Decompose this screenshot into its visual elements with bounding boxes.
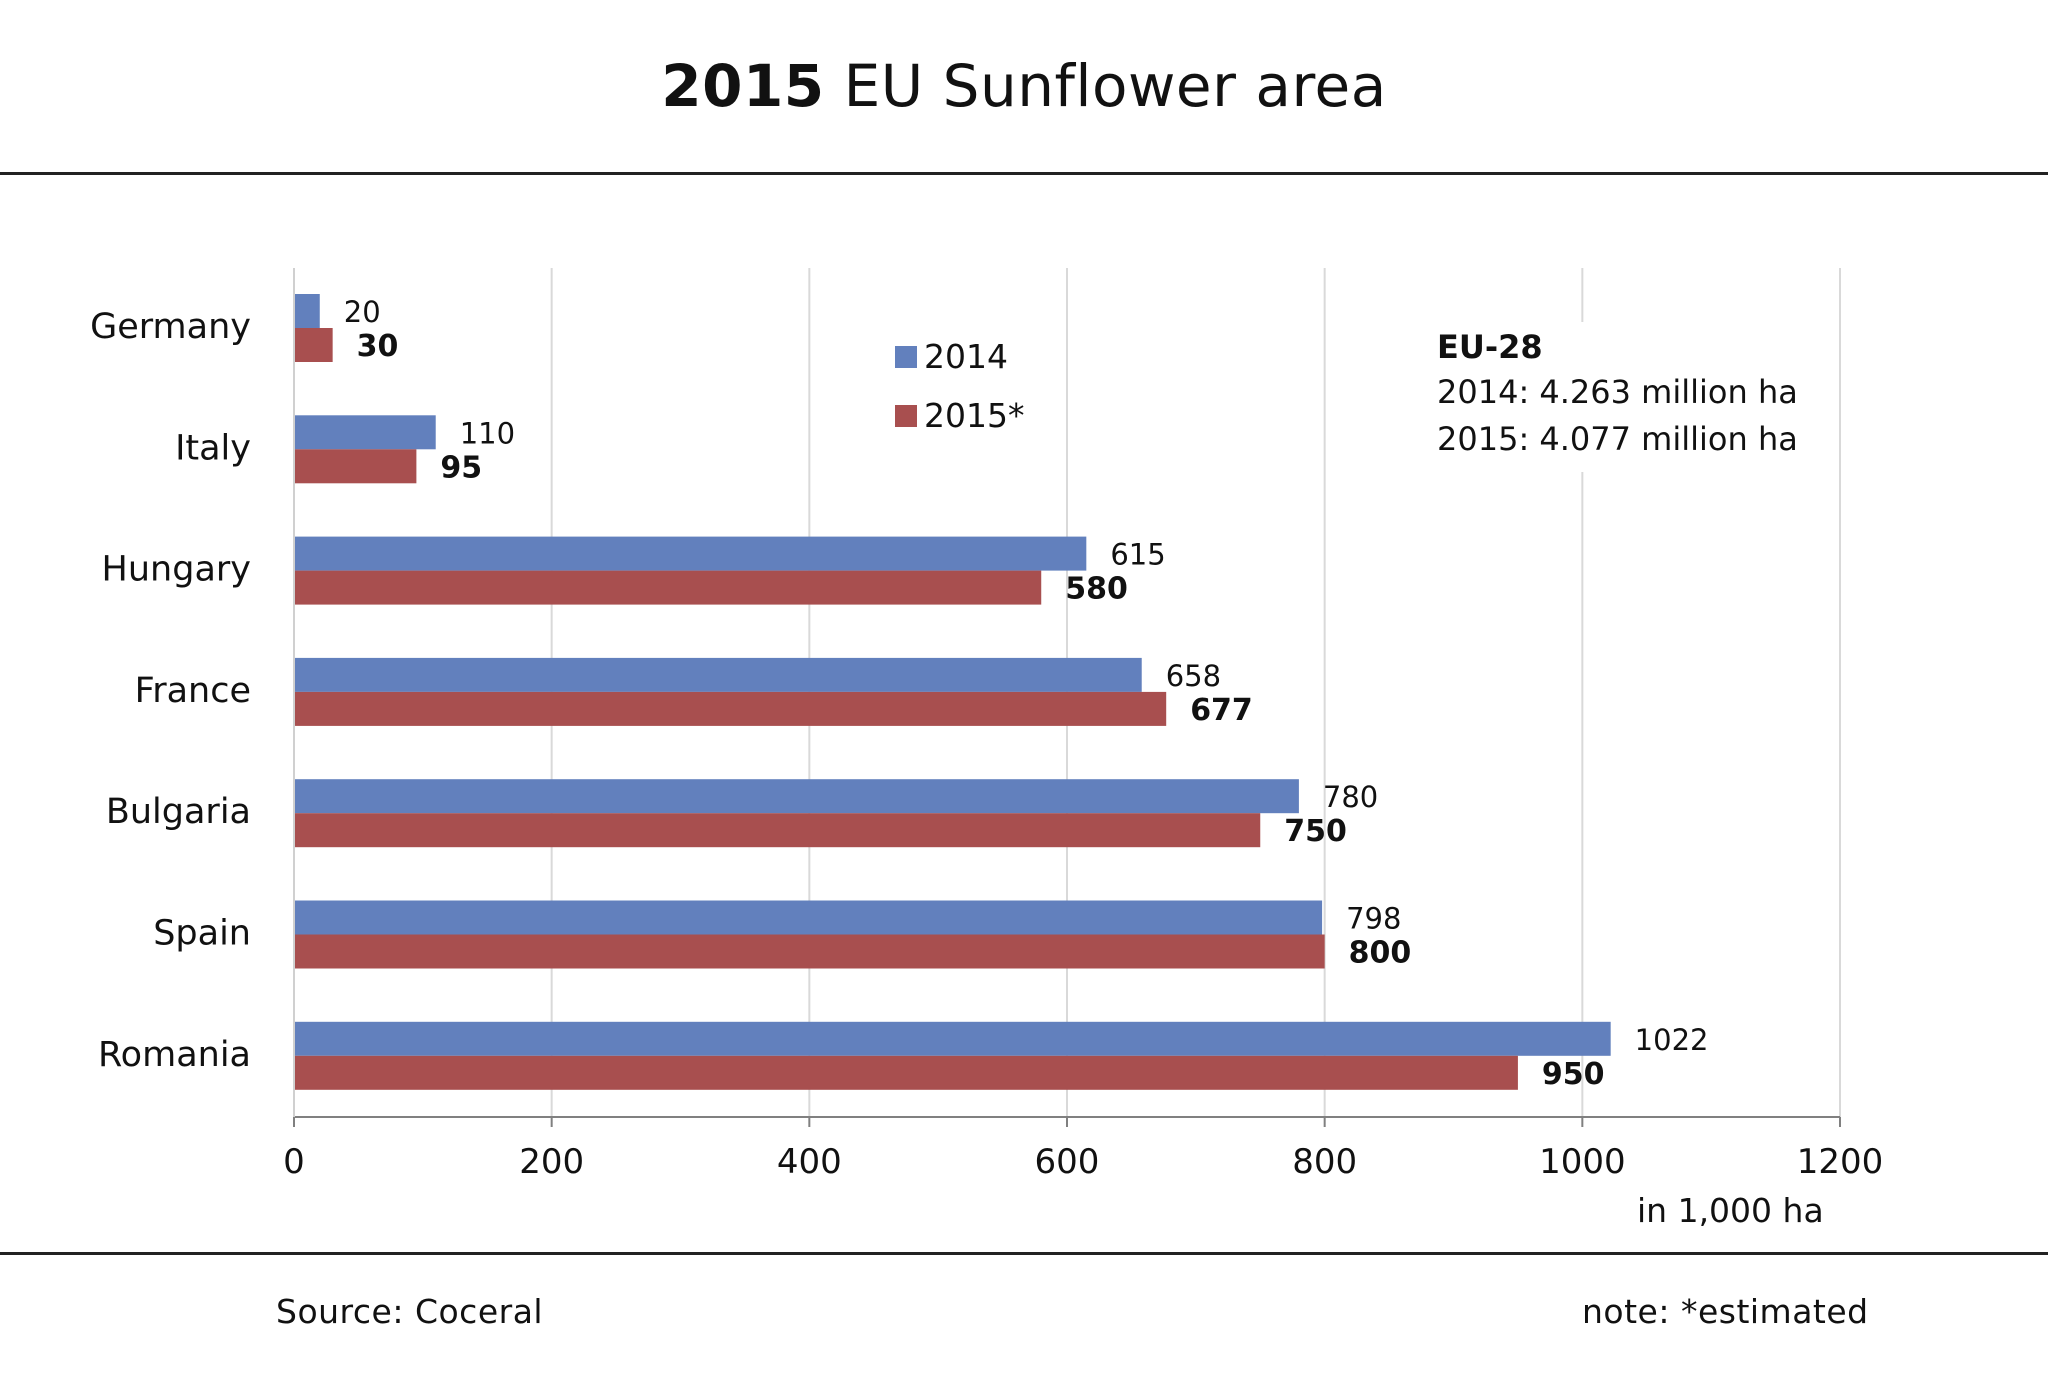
data-label-2014: 110 (460, 416, 515, 450)
eu28-annotation: EU-28 2014: 4.263 million ha 2015: 4.077… (1418, 322, 1818, 472)
bar-2014 (294, 779, 1299, 814)
bar-2014 (294, 900, 1323, 935)
x-tick-label: 600 (1035, 1142, 1100, 1182)
x-axis-unit-label: in 1,000 ha (1637, 1191, 1824, 1230)
legend-label-2015: 2015* (924, 396, 1024, 435)
data-label-2015: 750 (1284, 814, 1347, 849)
legend-label-2014: 2014 (924, 337, 1008, 376)
x-tick-label: 1000 (1539, 1142, 1626, 1182)
category-label: Bulgaria (106, 792, 251, 832)
source-note: Source: Coceral (276, 1292, 544, 1331)
bar-2015 (294, 691, 1167, 726)
chart-title-year: 2015 (661, 52, 825, 120)
data-label-2014: 798 (1346, 902, 1401, 936)
eu28-2015-total: 2015: 4.077 million ha (1437, 420, 1798, 458)
data-label-2015: 30 (357, 329, 399, 364)
data-label-2014: 20 (344, 295, 381, 329)
eu28-2014-total: 2014: 4.263 million ha (1437, 373, 1798, 411)
legend: 2014 2015* (895, 337, 1024, 435)
x-tick-label: 1200 (1797, 1142, 1884, 1182)
chart-title-text: EU Sunflower area (843, 52, 1387, 120)
category-labels: Germany Italy Hungary France Bulgaria Spain Ro… (90, 307, 251, 1075)
category-label: Hungary (102, 550, 251, 590)
data-label-2015: 95 (440, 450, 482, 485)
category-label: Spain (153, 914, 251, 954)
chart-title: 2015 EU Sunflower area (0, 52, 2048, 120)
bar-2015 (294, 449, 417, 484)
category-label: France (135, 671, 251, 711)
category-label: Germany (90, 307, 251, 347)
estimate-note: note: *estimated (1582, 1292, 1869, 1331)
legend-swatch-2014 (895, 346, 917, 368)
x-tick-label: 800 (1292, 1142, 1357, 1182)
top-divider (0, 172, 2048, 175)
category-label: Italy (175, 428, 251, 468)
bar-2014 (294, 657, 1142, 692)
bar-2014 (294, 1021, 1611, 1056)
data-label-2015: 800 (1349, 936, 1412, 971)
data-label-2014: 615 (1110, 538, 1165, 572)
eu28-heading: EU-28 (1437, 328, 1543, 366)
data-label-2014: 780 (1323, 780, 1378, 814)
x-axis: 0 200 400 600 800 1000 1200 (283, 268, 1883, 1182)
data-label-2015: 677 (1190, 693, 1253, 728)
bars (294, 294, 1611, 1090)
bar-2014 (294, 536, 1087, 571)
bar-2015 (294, 934, 1325, 969)
x-tick-label: 0 (283, 1142, 305, 1182)
bar-2014 (294, 415, 436, 450)
bottom-divider (0, 1252, 2048, 1255)
bar-2015 (294, 570, 1042, 605)
data-label-2015: 580 (1065, 572, 1128, 607)
bar-2014 (294, 294, 320, 328)
x-tick-label: 400 (777, 1142, 842, 1182)
data-label-2014: 1022 (1635, 1023, 1709, 1057)
data-label-2015: 950 (1542, 1057, 1605, 1092)
bar-2015 (294, 1055, 1518, 1090)
bar-2015 (294, 328, 333, 362)
category-label: Romania (98, 1035, 251, 1075)
bar-2015 (294, 813, 1261, 848)
x-tick-label: 200 (519, 1142, 584, 1182)
data-label-2014: 658 (1166, 659, 1221, 693)
legend-swatch-2015 (895, 405, 917, 427)
